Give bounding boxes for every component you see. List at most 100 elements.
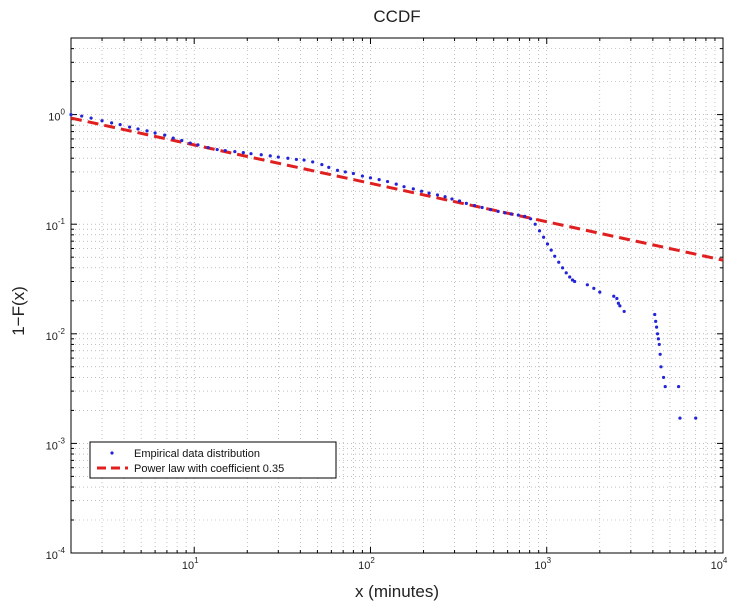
data-point — [394, 182, 398, 186]
y-tick-label: 100 — [48, 108, 65, 124]
data-point — [145, 129, 149, 133]
data-point — [496, 209, 500, 213]
data-point — [171, 136, 175, 140]
data-point — [549, 248, 553, 252]
x-tick-label: 103 — [534, 556, 551, 572]
x-tick-labels: 101 102 103 104 — [182, 556, 728, 572]
data-point — [368, 176, 373, 180]
data-point — [327, 165, 331, 169]
legend-marker-empirical — [110, 451, 114, 455]
data-point — [509, 212, 513, 216]
data-point — [286, 156, 290, 160]
data-point — [343, 170, 347, 174]
data-point — [516, 213, 520, 217]
data-point — [658, 352, 662, 356]
y-axis-label: 1−F(x) — [9, 286, 28, 336]
data-point — [233, 149, 237, 154]
data-point — [529, 217, 533, 221]
data-point — [564, 271, 568, 275]
data-point — [677, 384, 681, 389]
y-tick-label: 10-3 — [46, 436, 66, 452]
data-point — [206, 145, 210, 150]
data-point — [654, 325, 659, 329]
data-point — [488, 207, 493, 212]
data-point — [276, 155, 280, 159]
x-tick-label: 101 — [182, 556, 199, 572]
data-point — [568, 275, 572, 279]
data-point — [678, 416, 682, 420]
data-point — [402, 185, 406, 189]
data-point — [663, 384, 667, 389]
data-point — [457, 199, 462, 203]
data-point — [180, 138, 184, 143]
data-point — [653, 312, 657, 317]
data-point — [127, 125, 132, 129]
data-point — [80, 114, 84, 118]
data-point — [656, 337, 660, 341]
data-point — [268, 154, 272, 158]
data-point — [351, 171, 355, 176]
data-point — [560, 266, 565, 270]
data-point — [557, 260, 561, 264]
data-point — [163, 133, 167, 137]
data-point — [612, 294, 616, 298]
data-point — [118, 123, 122, 127]
data-point — [153, 131, 157, 135]
data-point — [89, 116, 93, 120]
data-point — [523, 214, 527, 218]
data-point — [542, 235, 546, 239]
data-point — [654, 319, 658, 323]
data-point — [294, 157, 298, 162]
data-point — [553, 254, 557, 258]
legend-box — [89, 441, 337, 479]
data-point — [360, 174, 365, 178]
y-tick-labels: 100 10-1 10-2 10-3 10-4 — [46, 108, 66, 562]
legend: Empirical data distribution Power law wi… — [89, 441, 337, 479]
data-point — [537, 229, 542, 233]
x-tick-label: 104 — [711, 556, 728, 572]
data-point — [464, 201, 468, 205]
tick-marks — [70, 37, 724, 554]
data-point — [385, 179, 390, 184]
y-tick-label: 10-2 — [46, 327, 66, 343]
data-point — [69, 113, 73, 117]
data-point — [480, 205, 484, 210]
axes-frame — [70, 37, 724, 554]
data-point — [259, 153, 263, 157]
data-point — [661, 375, 666, 380]
data-point — [136, 127, 140, 131]
power-law-line — [70, 116, 724, 262]
x-axis-label: x (minutes) — [355, 582, 439, 601]
data-point — [223, 148, 227, 153]
data-point — [618, 304, 622, 308]
data-point — [335, 168, 340, 172]
empirical-series — [69, 113, 698, 420]
data-point — [302, 158, 306, 162]
data-point — [311, 160, 315, 164]
data-point — [450, 197, 454, 201]
x-tick-label: 102 — [358, 556, 375, 572]
data-point — [320, 162, 324, 167]
data-point — [655, 332, 660, 336]
data-point — [100, 119, 104, 123]
data-point — [585, 283, 589, 287]
chart-title: CCDF — [373, 7, 420, 26]
data-point — [411, 187, 415, 191]
data-point — [443, 195, 447, 199]
data-point — [503, 211, 507, 215]
legend-label-powerlaw: Power law with coefficient 0.35 — [134, 463, 284, 475]
data-point — [622, 309, 626, 314]
data-point — [435, 193, 440, 197]
data-point — [592, 286, 596, 290]
power-law-series — [70, 116, 724, 262]
data-point — [419, 189, 424, 193]
data-point — [659, 365, 663, 369]
y-tick-label: 10-4 — [46, 546, 66, 562]
y-tick-label: 10-1 — [46, 217, 66, 233]
data-point — [657, 342, 661, 347]
data-point — [377, 178, 381, 182]
data-point — [249, 152, 253, 156]
data-point — [473, 203, 477, 208]
